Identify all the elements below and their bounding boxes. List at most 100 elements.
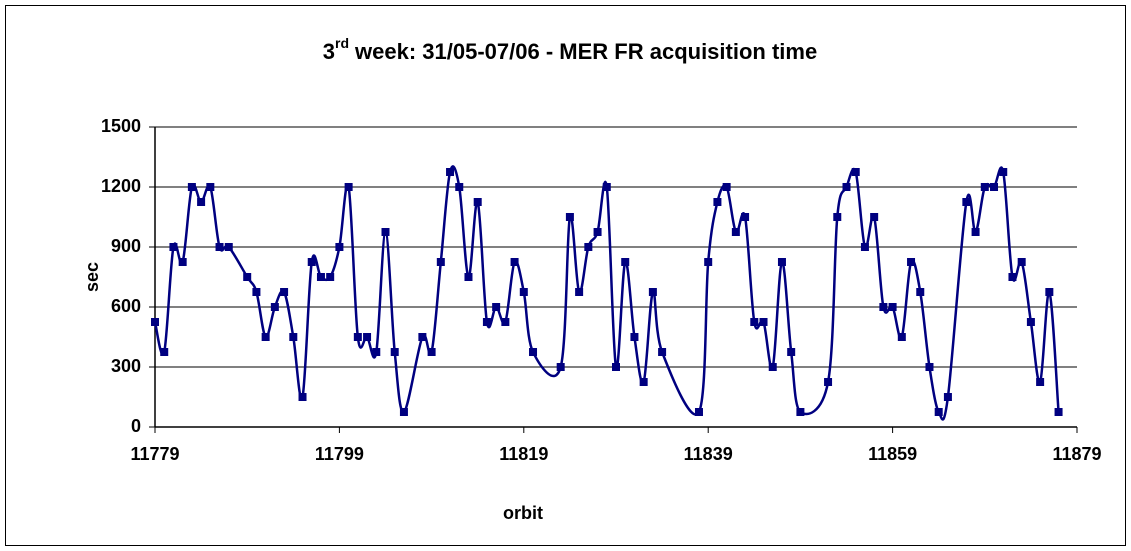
y-tick-label: 900 (111, 236, 141, 256)
x-tick-label: 11859 (868, 444, 917, 464)
data-point (482, 318, 491, 326)
data-point (722, 183, 731, 191)
data-point (934, 408, 943, 416)
data-point (372, 348, 381, 356)
y-tick-label: 1500 (101, 116, 141, 136)
data-point (169, 243, 178, 251)
data-point (860, 243, 869, 251)
y-axis-label: sec (82, 262, 102, 292)
data-point (750, 318, 759, 326)
data-point (907, 258, 916, 266)
data-point (501, 318, 510, 326)
x-tick-label: 11819 (499, 444, 548, 464)
y-tick-label: 600 (111, 296, 141, 316)
data-point (455, 183, 464, 191)
data-point (741, 213, 750, 221)
data-point (925, 363, 934, 371)
data-point (381, 228, 390, 236)
data-point (353, 333, 362, 341)
data-point (151, 318, 159, 326)
data-point (243, 273, 252, 281)
data-point (1036, 378, 1045, 386)
data-point (612, 363, 620, 371)
data-point (639, 378, 648, 386)
data-point (307, 258, 316, 266)
data-point (713, 198, 722, 206)
data-point (206, 183, 215, 191)
data-point (224, 243, 233, 251)
chart-frame (5, 5, 1126, 546)
title-number: 3 (323, 39, 335, 64)
data-point (270, 303, 279, 311)
data-point (446, 168, 455, 176)
data-point (575, 288, 584, 296)
data-point (1045, 288, 1054, 296)
data-point (648, 288, 657, 296)
data-point (492, 303, 501, 311)
data-point (529, 348, 538, 356)
data-point (796, 408, 805, 416)
data-point (1026, 318, 1035, 326)
x-tick-label: 11839 (684, 444, 733, 464)
data-point (1017, 258, 1026, 266)
data-point (427, 348, 436, 356)
chart-title: 3rd week: 31/05-07/06 - MER FR acquisitio… (323, 35, 817, 64)
data-point (556, 363, 565, 371)
data-point (261, 333, 270, 341)
data-point (759, 318, 768, 326)
data-point (464, 273, 473, 281)
data-point (519, 288, 528, 296)
data-point (777, 258, 786, 266)
data-point (316, 273, 325, 281)
data-point (833, 213, 842, 221)
data-point (630, 333, 639, 341)
data-point (160, 348, 169, 356)
data-point (197, 198, 206, 206)
data-point (1054, 408, 1063, 416)
data-point (510, 258, 519, 266)
data-point (658, 348, 667, 356)
x-tick-label: 11779 (130, 444, 179, 464)
data-point (335, 243, 344, 251)
y-tick-label: 300 (111, 356, 141, 376)
data-point (344, 183, 353, 191)
data-point (215, 243, 224, 251)
data-point (990, 183, 999, 191)
y-tick-label: 0 (131, 416, 141, 436)
title-suffix: rd (335, 35, 349, 51)
data-point (565, 213, 574, 221)
data-point (897, 333, 906, 341)
data-point (436, 258, 445, 266)
data-point (980, 183, 989, 191)
data-point (399, 408, 408, 416)
data-point (390, 348, 399, 356)
data-point (870, 213, 879, 221)
data-point (1008, 273, 1017, 281)
data-point (851, 168, 860, 176)
data-point (326, 273, 335, 281)
data-point (363, 333, 372, 341)
data-point (187, 183, 196, 191)
data-point (298, 393, 307, 401)
data-point (289, 333, 298, 341)
data-point (694, 408, 703, 416)
data-point (178, 258, 187, 266)
data-point (280, 288, 289, 296)
data-point (999, 168, 1008, 176)
data-point (593, 228, 602, 236)
data-point (418, 333, 427, 341)
data-point (787, 348, 796, 356)
data-point (584, 243, 593, 251)
data-point (473, 198, 482, 206)
data-point (971, 228, 980, 236)
data-point (731, 228, 740, 236)
y-tick-label: 1200 (101, 176, 141, 196)
title-text: week: 31/05-07/06 - MER FR acquisition t… (354, 39, 817, 64)
data-point (768, 363, 777, 371)
x-tick-label: 11879 (1052, 444, 1101, 464)
data-point (252, 288, 261, 296)
data-point (879, 303, 888, 311)
data-point (842, 183, 851, 191)
data-point (888, 303, 897, 311)
